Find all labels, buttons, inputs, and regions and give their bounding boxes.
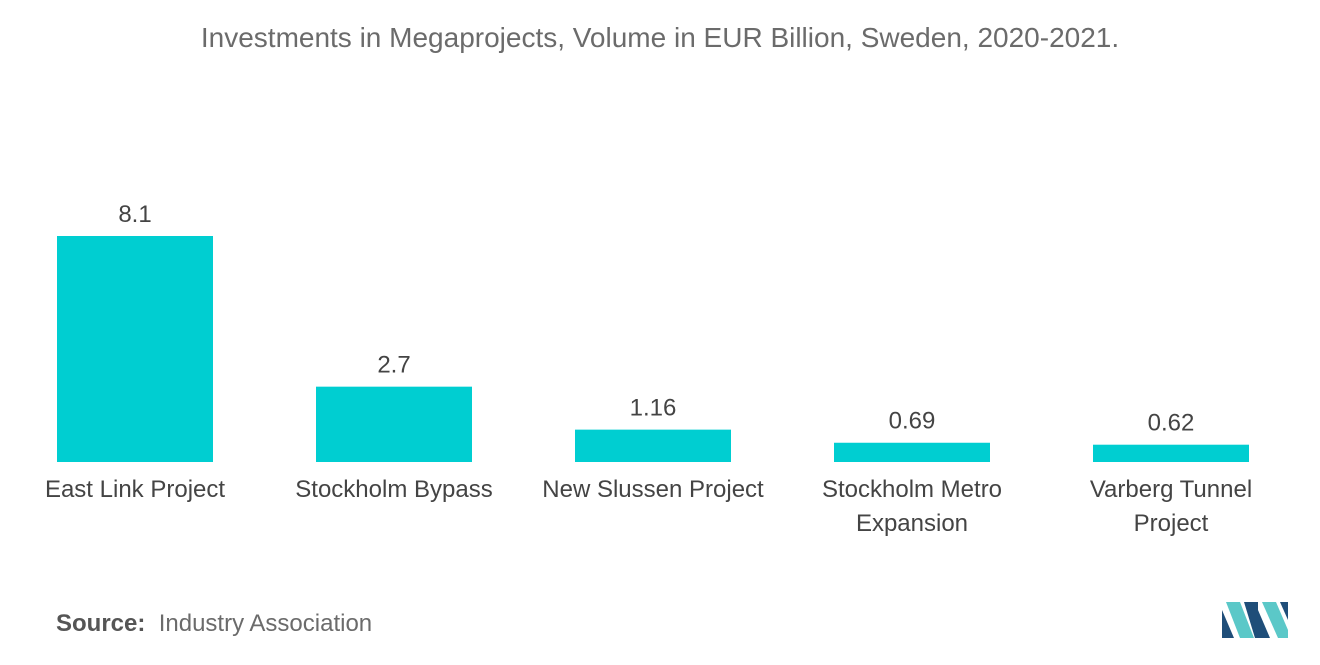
source-label: Source: bbox=[56, 610, 146, 637]
category-label-3-0: Stockholm Metro bbox=[822, 476, 1002, 503]
category-label-4-0: Varberg Tunnel bbox=[1090, 476, 1252, 503]
category-label-3-1: Expansion bbox=[856, 510, 968, 537]
chart-title: Investments in Megaprojects, Volume in E… bbox=[200, 22, 1120, 53]
mordor-logo-icon bbox=[1222, 602, 1288, 638]
source-note: Source: Industry Association bbox=[56, 610, 372, 638]
source-text: Industry Association bbox=[158, 610, 373, 637]
value-label-1: 2.7 bbox=[377, 352, 410, 379]
value-label-4: 0.62 bbox=[1148, 410, 1195, 437]
category-label-4-1: Project bbox=[1134, 510, 1209, 537]
bar-3 bbox=[834, 442, 990, 462]
bar-0 bbox=[57, 236, 213, 462]
bar-chart: 8.1 East Link Project 2.7 Stockholm Bypass 1… bbox=[45, 201, 1252, 537]
value-label-2: 1.16 bbox=[630, 395, 677, 422]
bar-4 bbox=[1093, 444, 1249, 462]
category-label-1-0: Stockholm Bypass bbox=[295, 476, 492, 503]
category-label-2-0: New Slussen Project bbox=[542, 476, 764, 503]
category-label-0-0: East Link Project bbox=[45, 476, 225, 503]
bar-2 bbox=[575, 429, 731, 462]
value-label-3: 0.69 bbox=[889, 408, 936, 435]
bar-1 bbox=[316, 386, 472, 462]
value-label-0: 8.1 bbox=[118, 201, 151, 228]
